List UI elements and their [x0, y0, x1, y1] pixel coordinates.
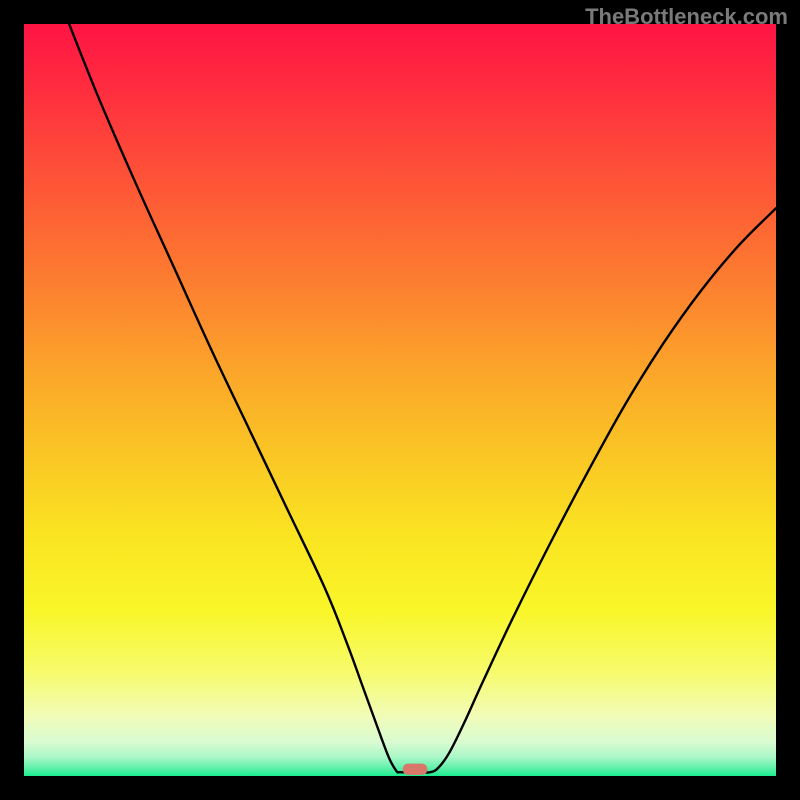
bottleneck-chart — [0, 0, 800, 800]
optimal-marker — [403, 764, 428, 775]
chart-container: TheBottleneck.com — [0, 0, 800, 800]
watermark-text: TheBottleneck.com — [585, 4, 788, 30]
plot-background — [24, 24, 776, 776]
